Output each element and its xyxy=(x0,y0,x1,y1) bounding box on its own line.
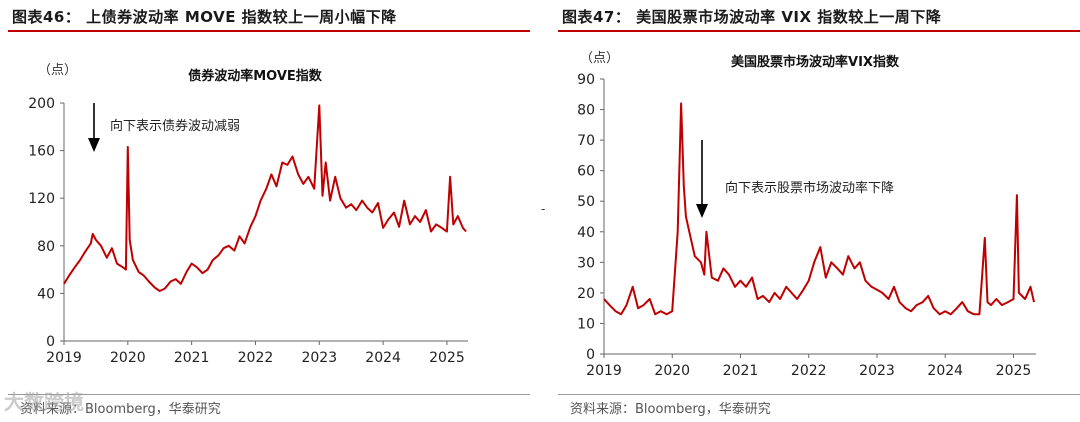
series-line xyxy=(603,102,1035,316)
series-layer xyxy=(603,102,1035,316)
title-rule xyxy=(558,30,1080,32)
y-tick-label: 20 xyxy=(577,286,595,302)
stray-mark: - xyxy=(541,202,546,216)
axes: 0 10 20 30 40 50 60 70 80 90 2019 2020 2021 2022 2023 2… xyxy=(577,72,1036,379)
source-rule xyxy=(558,394,1080,395)
y-tick-label: 10 xyxy=(577,316,595,332)
title-rule xyxy=(8,30,530,32)
series-layer xyxy=(63,104,467,292)
y-tick-label: 0 xyxy=(46,334,55,350)
x-tick-label: 2019 xyxy=(586,363,622,379)
panel-move: 图表46： 上债券波动率 MOVE 指数较上一周小幅下降 （点） 债券波动率MO… xyxy=(0,0,530,422)
x-tick-label: 2021 xyxy=(174,350,210,366)
figure-title: 图表46： 上债券波动率 MOVE 指数较上一周小幅下降 xyxy=(12,8,397,26)
y-tick-label: 80 xyxy=(577,103,595,119)
y-tick-label: 160 xyxy=(28,144,55,160)
unit-label: （点） xyxy=(580,51,619,66)
x-tick-label: 2019 xyxy=(46,350,82,366)
panel-vix: 图表47： 美国股票市场波动率 VIX 指数较上一周下降 （点） 美国股票市场波… xyxy=(550,0,1080,422)
y-tick-label: 40 xyxy=(577,225,595,241)
axes: 0 40 80 120 160 200 2019 2020 2021 2022 2023 2024 20… xyxy=(28,96,468,366)
y-tick-label: 30 xyxy=(577,255,595,271)
y-tick-label: 80 xyxy=(37,239,55,255)
x-tick-label: 2023 xyxy=(301,350,337,366)
chart-title: 债券波动率MOVE指数 xyxy=(188,68,323,84)
y-tick-label: 200 xyxy=(28,96,55,112)
unit-label: （点） xyxy=(38,63,77,78)
x-tick-label: 2023 xyxy=(859,363,895,379)
move-chart: （点） 债券波动率MOVE指数 向下表示债券波动减弱 0 40 80 120 160 20… xyxy=(28,63,468,366)
watermark-logo: 大数跨境 xyxy=(4,390,84,414)
source-rule xyxy=(8,394,530,395)
x-tick-label: 2024 xyxy=(927,363,963,379)
y-tick-label: 70 xyxy=(577,133,595,149)
y-tick-label: 60 xyxy=(577,164,595,180)
x-tick-label: 2020 xyxy=(654,363,690,379)
annotation-arrow xyxy=(696,140,708,218)
chart-annotation: 向下表示股票市场波动率下降 xyxy=(725,180,894,196)
y-tick-label: 120 xyxy=(28,191,55,207)
y-tick-label: 0 xyxy=(586,347,595,363)
y-tick-label: 50 xyxy=(577,194,595,210)
x-tick-label: 2020 xyxy=(110,350,146,366)
figure-title: 图表47： 美国股票市场波动率 VIX 指数较上一周下降 xyxy=(562,8,942,26)
x-tick-label: 2025 xyxy=(429,350,465,366)
chart-title: 美国股票市场波动率VIX指数 xyxy=(731,54,900,70)
vix-chart: （点） 美国股票市场波动率VIX指数 向下表示股票市场波动率下降 0 10 20 30… xyxy=(577,51,1036,379)
chart-annotation: 向下表示债券波动减弱 xyxy=(110,118,240,134)
x-tick-label: 2021 xyxy=(723,363,759,379)
x-tick-label: 2022 xyxy=(791,363,827,379)
annotation-arrow xyxy=(88,103,100,152)
y-tick-label: 40 xyxy=(37,286,55,302)
source-note: 资料来源：Bloomberg，华泰研究 xyxy=(570,402,771,417)
x-tick-label: 2024 xyxy=(365,350,401,366)
y-tick-label: 90 xyxy=(577,72,595,88)
source-note: 资料来源：Bloomberg，华泰研究 xyxy=(20,402,221,417)
x-tick-label: 2022 xyxy=(238,350,274,366)
x-tick-label: 2025 xyxy=(996,363,1032,379)
series-line xyxy=(63,104,467,292)
